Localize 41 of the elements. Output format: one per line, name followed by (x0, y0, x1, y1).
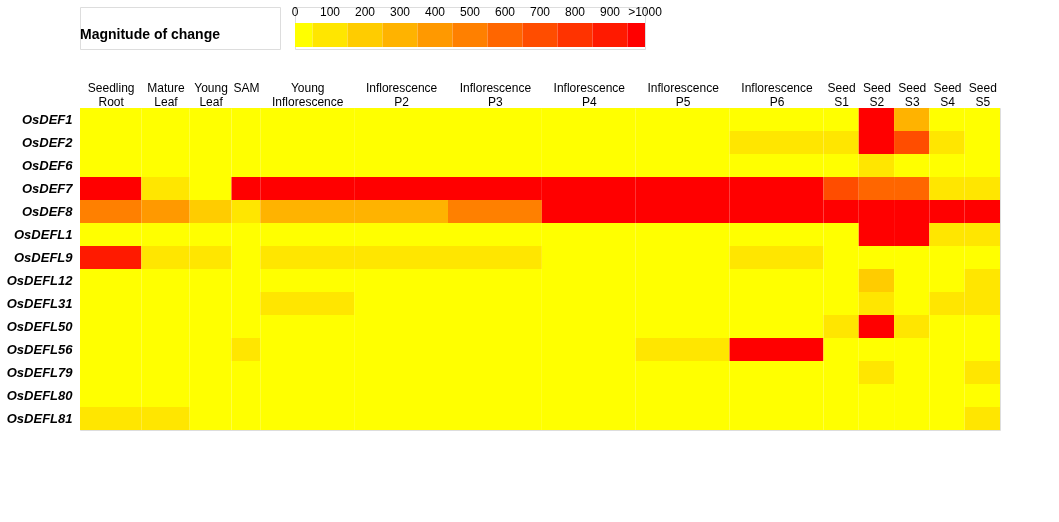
color-bar-label: 800 (564, 5, 586, 19)
x-tick-label: Seed S4 (933, 80, 962, 109)
x-tick-label: Seed S2 (862, 80, 891, 109)
x-tick-label: Inflorescence P6 (741, 80, 814, 109)
color-bar-label: 100 (319, 5, 341, 19)
y-tick-label: OsDEFL9 (13, 249, 74, 265)
y-tick-label: OsDEF1 (21, 111, 73, 127)
y-tick-label: OsDEFL31 (6, 295, 73, 311)
y-tick-label: OsDEFL1 (13, 226, 73, 242)
color-bar-label: 0 (291, 5, 299, 19)
y-tick-label: OsDEFL80 (6, 387, 74, 403)
color-bar-label: 400 (424, 5, 446, 19)
y-tick-label: OsDEFL12 (6, 272, 74, 288)
y-tick-label: OsDEFL79 (6, 364, 74, 380)
x-tick-label: Seedling Root (87, 80, 135, 109)
y-tick-label: OsDEF2 (21, 134, 74, 150)
y-tick-label: OsDEFL81 (6, 410, 73, 426)
y-tick-label: OsDEF7 (21, 180, 74, 196)
x-tick-label: Young Inflorescence (272, 80, 344, 109)
color-bar-label: >1000 (628, 5, 663, 19)
y-tick-label: OsDEFL56 (6, 341, 74, 357)
y-tick-label: OsDEF6 (21, 157, 74, 173)
color-bar-title: Magnitude of change (80, 26, 221, 42)
x-tick-label: Seed S5 (968, 80, 997, 109)
color-bar-label: 200 (354, 5, 376, 19)
x-tick-label: Inflorescence P4 (553, 80, 626, 109)
x-tick-label: Inflorescence P2 (365, 80, 438, 109)
x-tick-label: Inflorescence P3 (459, 80, 532, 109)
color-bar-label: 900 (599, 5, 621, 19)
x-tick-label: Seed S3 (898, 80, 927, 109)
color-bar-label: 500 (459, 5, 481, 19)
color-bar-label: 700 (529, 5, 551, 19)
x-tick-label: Seed S1 (827, 80, 856, 109)
x-tick-label: Inflorescence P5 (647, 80, 720, 109)
x-tick-label: SAM (233, 80, 260, 95)
y-tick-label: OsDEF8 (21, 203, 74, 219)
color-bar-label: 300 (389, 5, 411, 19)
x-tick-label: Mature Leaf (147, 80, 185, 109)
y-tick-label: OsDEFL50 (6, 318, 74, 334)
x-tick-label: Young Leaf (194, 80, 228, 109)
color-bar-label: 600 (494, 5, 516, 19)
